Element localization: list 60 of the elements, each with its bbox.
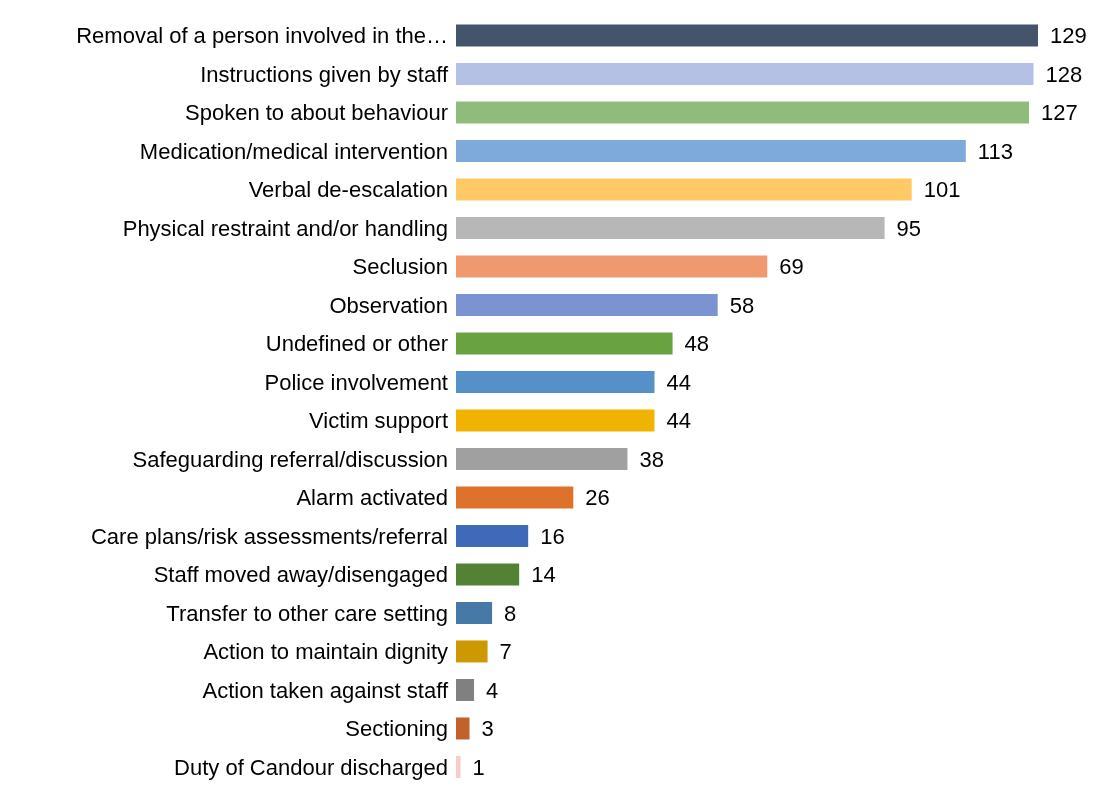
bar: [456, 601, 493, 624]
y-tick-label: Verbal de-escalation: [248, 177, 448, 203]
data-label: 101: [923, 177, 961, 203]
y-tick-label: Sectioning: [345, 716, 448, 742]
bar: [456, 370, 655, 393]
bar: [456, 178, 912, 201]
y-tick-label: Police involvement: [264, 369, 448, 395]
bar: [456, 409, 655, 432]
bar: [456, 139, 966, 162]
data-label: 4: [486, 677, 499, 703]
data-label: 127: [1040, 100, 1078, 126]
bar: [456, 717, 470, 740]
bar: [456, 216, 885, 239]
bar: [456, 563, 520, 586]
bar: [456, 24, 1038, 47]
y-tick-label: Medication/medical intervention: [139, 138, 448, 164]
bar: [456, 62, 1034, 85]
data-label: 129: [1050, 23, 1087, 49]
bar: [456, 524, 529, 547]
y-tick-label: Physical restraint and/or handling: [122, 215, 448, 241]
y-tick-label: Action to maintain dignity: [203, 639, 448, 665]
data-label: 44: [666, 369, 691, 395]
y-tick-label: Spoken to about behaviour: [185, 100, 448, 126]
data-label: 69: [779, 254, 804, 280]
bar: [456, 486, 574, 509]
y-tick-label: Transfer to other care setting: [166, 600, 448, 626]
y-tick-label: Alarm activated: [296, 485, 448, 511]
bar: [456, 101, 1029, 124]
y-tick-label: Staff moved away/disengaged: [153, 562, 448, 588]
data-label: 16: [540, 523, 565, 549]
data-label: 44: [666, 408, 691, 434]
data-label: 113: [977, 138, 1013, 164]
data-label: 38: [639, 446, 664, 472]
data-label: 14: [531, 562, 556, 588]
data-label: 48: [684, 331, 710, 357]
bar: [456, 678, 475, 701]
y-tick-label: Undefined or other: [265, 331, 448, 357]
y-tick-label: Safeguarding referral/discussion: [132, 446, 448, 472]
data-label: 128: [1045, 61, 1083, 87]
bar: [456, 447, 628, 470]
bar: [456, 255, 768, 278]
bar: [456, 293, 718, 316]
bar: [456, 332, 673, 355]
bar: [456, 640, 488, 663]
data-label: 1: [472, 754, 485, 780]
y-tick-label: Observation: [329, 292, 448, 318]
data-label: 8: [504, 600, 517, 626]
y-tick-label: Victim support: [309, 408, 448, 434]
y-tick-label: Duty of Candour discharged: [174, 754, 448, 780]
data-label: 7: [499, 639, 512, 665]
y-tick-label: Action taken against staff: [202, 677, 449, 703]
data-label: 26: [585, 485, 610, 511]
data-label: 58: [729, 292, 755, 318]
y-tick-label: Removal of a person involved in the…: [76, 23, 448, 49]
data-label: 3: [481, 716, 494, 742]
y-tick-label: Seclusion: [352, 254, 448, 280]
y-tick-label: Care plans/risk assessments/referral: [90, 523, 448, 549]
data-label: 95: [896, 215, 922, 241]
y-tick-label: Instructions given by staff: [200, 61, 449, 87]
bar: [456, 755, 461, 778]
